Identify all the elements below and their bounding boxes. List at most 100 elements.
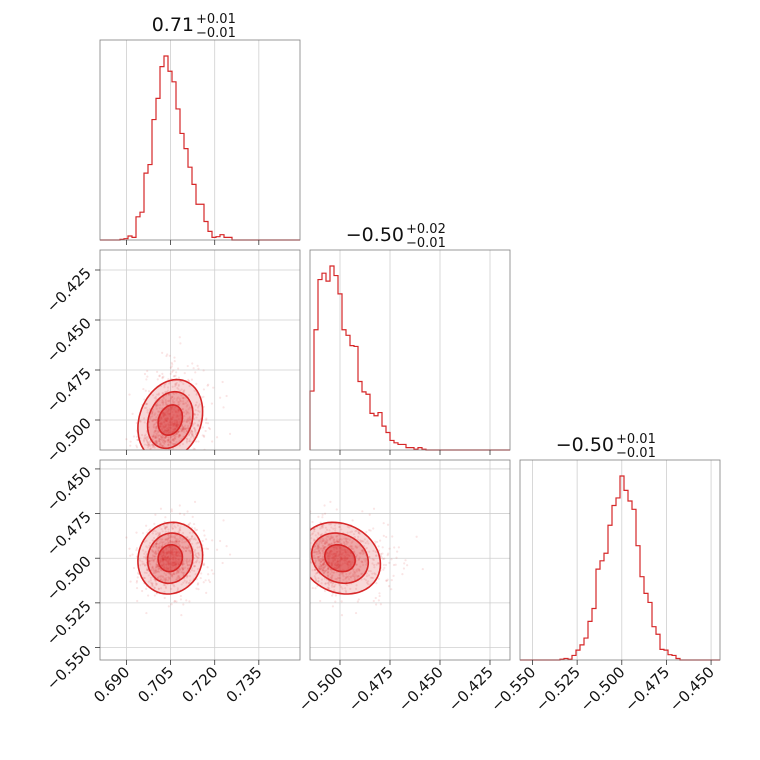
- sample-point: [339, 552, 342, 555]
- sample-point: [161, 550, 164, 553]
- sample-point: [164, 425, 167, 428]
- sample-point: [221, 380, 224, 384]
- sample-point: [184, 427, 187, 430]
- sample-point: [175, 552, 178, 555]
- sample-point: [166, 429, 169, 432]
- sample-point: [170, 525, 173, 528]
- sample-point: [206, 384, 209, 387]
- sample-point: [352, 533, 356, 536]
- sample-point: [333, 566, 336, 569]
- sample-point: [174, 553, 177, 556]
- sample-point: [193, 422, 196, 425]
- sample-point: [221, 561, 224, 565]
- sample-point: [160, 578, 163, 581]
- sample-point: [145, 402, 148, 405]
- sample-point: [219, 396, 222, 399]
- sample-point: [348, 545, 351, 549]
- sample-point: [204, 579, 207, 582]
- contour-2-1-3: [323, 543, 356, 573]
- sample-point: [166, 568, 169, 571]
- sample-point: [166, 439, 169, 442]
- sample-point: [171, 562, 174, 565]
- contour-2-1-2: [310, 532, 370, 585]
- sample-point: [338, 564, 341, 567]
- sample-point: [310, 533, 314, 536]
- sample-point: [143, 437, 147, 440]
- sample-point: [329, 549, 332, 552]
- sample-point: [311, 520, 314, 524]
- sample-point: [156, 414, 160, 417]
- sample-point: [162, 554, 166, 557]
- sample-point: [333, 541, 336, 545]
- sample-point: [178, 434, 181, 437]
- sample-point: [178, 540, 181, 543]
- sample-point: [306, 583, 308, 585]
- sample-point: [170, 557, 173, 560]
- sample-point: [310, 537, 313, 540]
- sample-point: [340, 547, 343, 550]
- sample-point: [349, 575, 352, 578]
- sample-point: [351, 519, 354, 522]
- sample-point: [190, 436, 193, 439]
- sample-point: [160, 528, 163, 531]
- sample-point: [342, 575, 345, 578]
- sample-point: [324, 542, 327, 545]
- sample-point: [151, 419, 154, 422]
- sample-point: [169, 418, 172, 421]
- sample-point: [364, 542, 367, 545]
- contour-1-0-3: [157, 404, 184, 437]
- sample-point: [340, 557, 343, 561]
- sample-point: [365, 557, 368, 560]
- sample-point: [168, 412, 171, 416]
- sample-point: [332, 527, 335, 530]
- sample-point: [162, 554, 165, 557]
- title-1: −0.50 +0.02−0.01: [346, 222, 446, 251]
- sample-point: [306, 523, 308, 525]
- title-plus-0: +0.01: [196, 12, 236, 27]
- sample-point: [171, 560, 175, 564]
- sample-point: [148, 453, 150, 455]
- sample-point: [406, 564, 409, 567]
- sample-point: [170, 546, 173, 549]
- sample-point: [334, 563, 337, 566]
- contour-2-0-3: [157, 543, 184, 573]
- sample-point: [158, 541, 162, 545]
- sample-point: [172, 439, 175, 442]
- sample-point: [154, 451, 156, 453]
- sample-point: [313, 568, 317, 572]
- sample-point: [161, 434, 164, 437]
- sample-point: [372, 549, 375, 552]
- sample-point: [340, 557, 343, 560]
- sample-point: [176, 397, 179, 400]
- sample-point: [330, 563, 334, 566]
- sample-point: [178, 420, 181, 424]
- sample-point: [177, 563, 180, 566]
- sample-point: [161, 545, 164, 548]
- sample-point: [167, 413, 170, 416]
- sample-point: [175, 415, 178, 419]
- sample-point: [192, 417, 196, 420]
- sample-point: [168, 556, 171, 559]
- sample-point: [157, 410, 161, 413]
- sample-point: [367, 583, 370, 586]
- sample-point: [170, 420, 174, 424]
- sample-point: [186, 535, 189, 539]
- sample-point: [166, 559, 169, 562]
- sample-point: [385, 579, 388, 582]
- sample-point: [377, 599, 380, 602]
- sample-point: [173, 599, 177, 603]
- sample-point: [347, 567, 350, 570]
- sample-point: [188, 438, 191, 441]
- ytick-label-2-4: −0.450: [43, 463, 95, 515]
- sample-point: [157, 546, 160, 550]
- sample-point: [180, 571, 183, 574]
- sample-point: [147, 529, 151, 532]
- sample-point: [142, 562, 145, 565]
- panel-frame-0-0: [99, 39, 301, 241]
- sample-point: [358, 532, 361, 535]
- sample-point: [149, 417, 152, 420]
- sample-point: [197, 552, 200, 555]
- sample-point: [184, 549, 187, 553]
- sample-point: [177, 540, 180, 543]
- sample-point: [164, 436, 167, 439]
